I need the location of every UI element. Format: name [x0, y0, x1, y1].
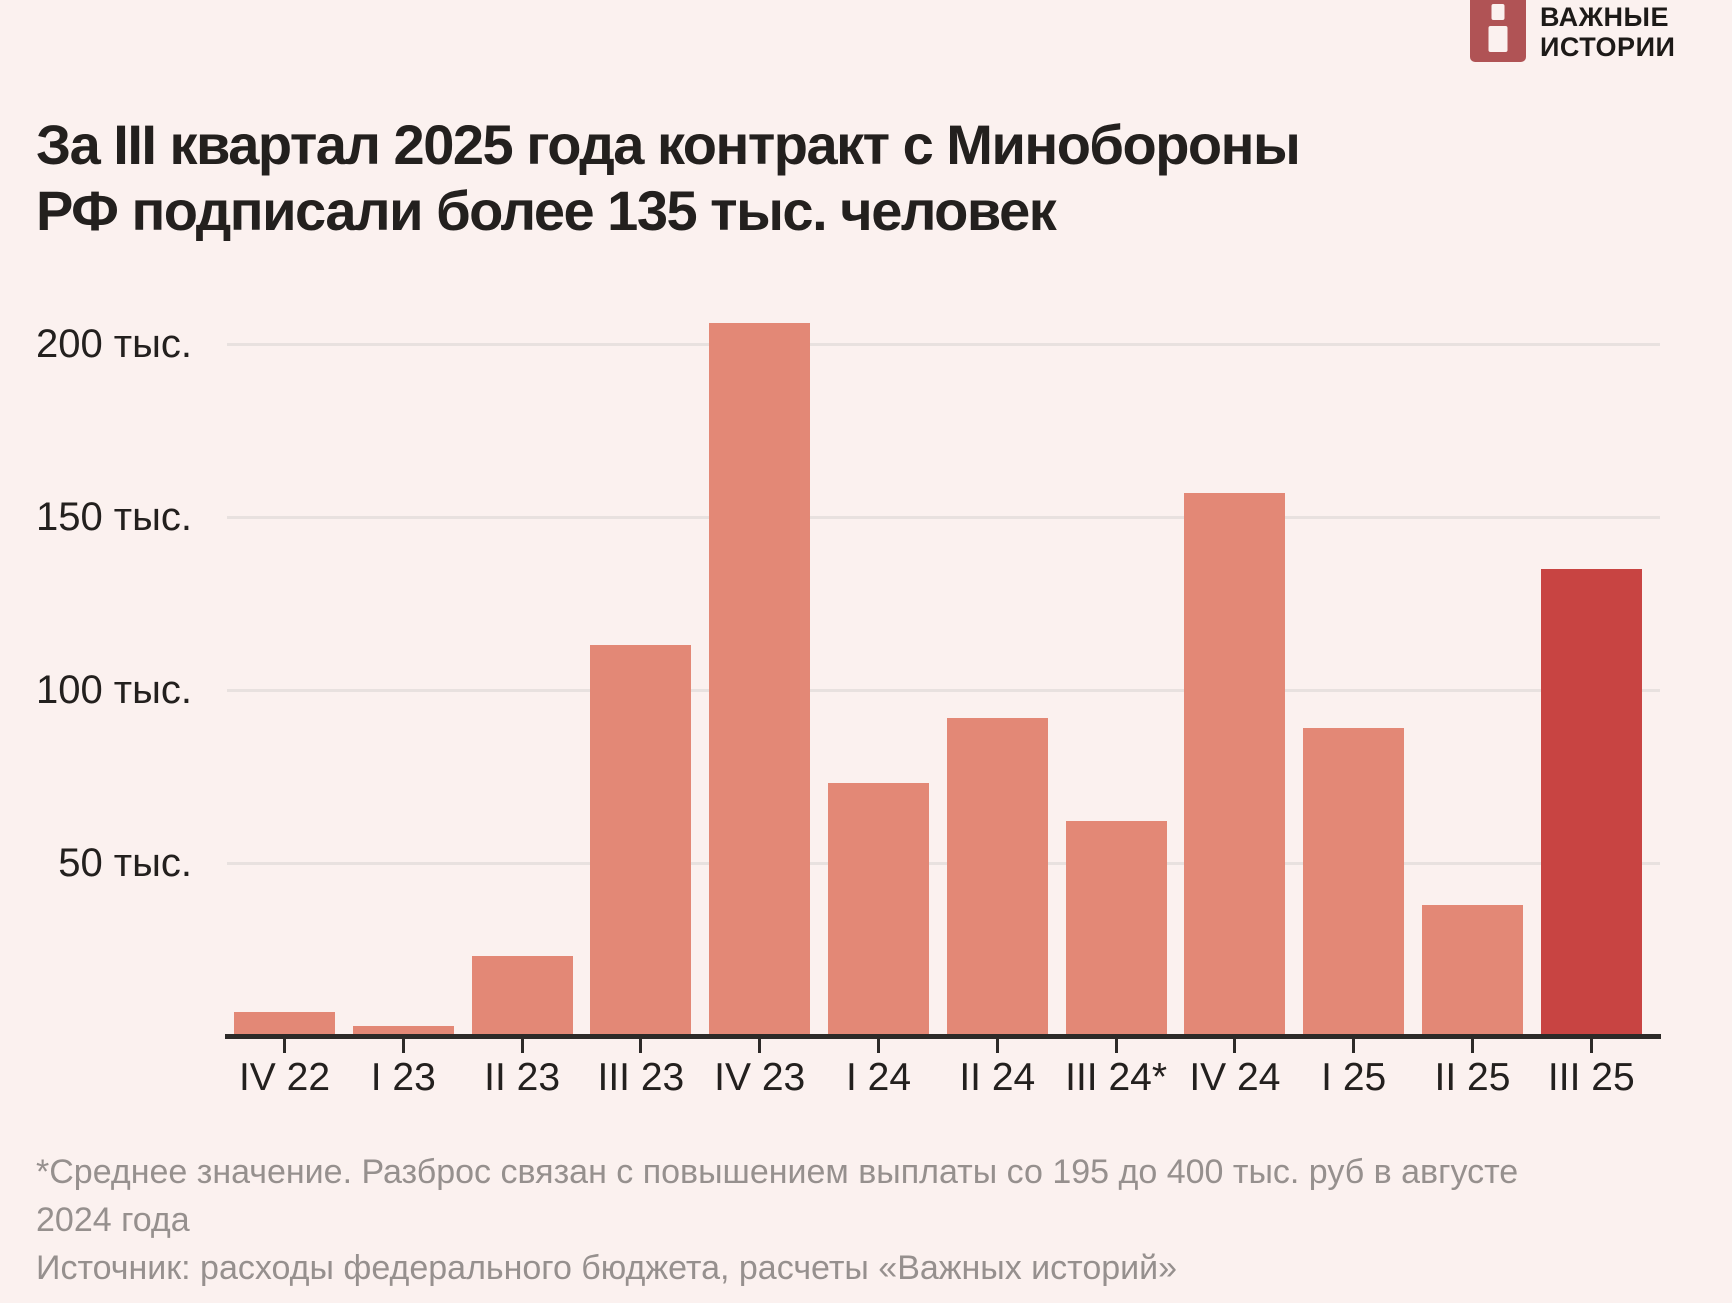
x-axis-tick-11 — [1471, 1039, 1474, 1053]
x-axis-label-11: II 25 — [1434, 1056, 1511, 1099]
footnote-source: Источник: расходы федерального бюджета, … — [36, 1249, 1178, 1287]
brand-name-line2: ИСТОРИИ — [1540, 32, 1676, 62]
chart-bar-II-24 — [946, 717, 1048, 1036]
chart-bar-II-25 — [1422, 904, 1523, 1036]
chart-title: За III квартал 2025 года контракт с Мино… — [36, 112, 1596, 244]
chart-bar-III-25 — [1540, 568, 1642, 1036]
x-axis-tick-5 — [758, 1039, 762, 1053]
chart-bar-IV-24 — [1184, 492, 1286, 1036]
x-axis-tick-8 — [1114, 1039, 1118, 1053]
x-axis-tick-12 — [1589, 1039, 1593, 1053]
istories-i-icon — [1470, 0, 1526, 62]
y-axis-label-100: 100 тыс. — [35, 668, 192, 712]
chart-bar-IV-22 — [234, 1011, 335, 1036]
chart-bar-I-23 — [352, 1025, 454, 1036]
x-axis-tick-3 — [520, 1039, 524, 1053]
x-axis-tick-6 — [877, 1039, 880, 1053]
x-axis-label-12: III 25 — [1547, 1056, 1635, 1099]
x-axis-label-6: I 24 — [845, 1056, 912, 1099]
gridline-150 — [227, 516, 1660, 519]
x-axis-label-1: IV 22 — [238, 1056, 331, 1099]
gridline-200 — [227, 343, 1660, 346]
x-axis-tick-7 — [995, 1039, 999, 1053]
x-axis-tick-1 — [283, 1039, 286, 1053]
brand-name: ВАЖНЫЕ ИСТОРИИ — [1540, 2, 1675, 62]
x-axis-label-7: II 24 — [959, 1056, 1036, 1099]
x-axis-tick-10 — [1352, 1039, 1356, 1053]
x-axis-tick-2 — [401, 1039, 405, 1053]
chart-bar-III-24 — [1065, 821, 1167, 1036]
chart-title-line1: За III квартал 2025 года контракт с Мино… — [36, 112, 1301, 176]
footnote: *Среднее значение. Разброс связан с повы… — [36, 1148, 1536, 1292]
x-axis-label-9: IV 24 — [1189, 1056, 1281, 1099]
gridline-100 — [227, 689, 1660, 692]
brand-logo: ВАЖНЫЕ ИСТОРИИ — [1470, 0, 1720, 70]
i-icon-dot — [1491, 4, 1505, 20]
x-axis-tick-9 — [1233, 1039, 1237, 1053]
chart-bar-I-25 — [1303, 728, 1405, 1036]
x-axis-tick-4 — [639, 1039, 643, 1053]
x-axis-label-3: II 23 — [484, 1056, 561, 1099]
chart-bar-II-23 — [471, 956, 573, 1036]
x-axis-label-5: IV 23 — [714, 1056, 806, 1099]
chart-bar-IV-23 — [709, 323, 811, 1036]
x-axis-label-2: I 23 — [370, 1056, 436, 1099]
x-axis-label-8: III 24* — [1065, 1056, 1168, 1099]
gridline-50 — [227, 862, 1660, 865]
chart-title-line2: РФ подписали более 135 тыс. человек — [36, 178, 1057, 242]
y-axis-label-50: 50 тыс. — [58, 841, 192, 885]
x-axis-label-4: III 23 — [597, 1056, 685, 1099]
y-axis-label-150: 150 тыс. — [35, 495, 192, 539]
x-axis-label-10: I 25 — [1321, 1056, 1387, 1099]
x-axis-line — [225, 1034, 1661, 1039]
chart-bar-III-23 — [590, 645, 692, 1036]
chart-bar-I-24 — [828, 783, 929, 1036]
y-axis-label-200: 200 тыс. — [35, 322, 192, 366]
footnote-note: *Среднее значение. Разброс связан с повы… — [36, 1153, 1519, 1239]
i-icon-stem — [1488, 26, 1508, 52]
brand-name-line1: ВАЖНЫЕ — [1540, 2, 1669, 32]
